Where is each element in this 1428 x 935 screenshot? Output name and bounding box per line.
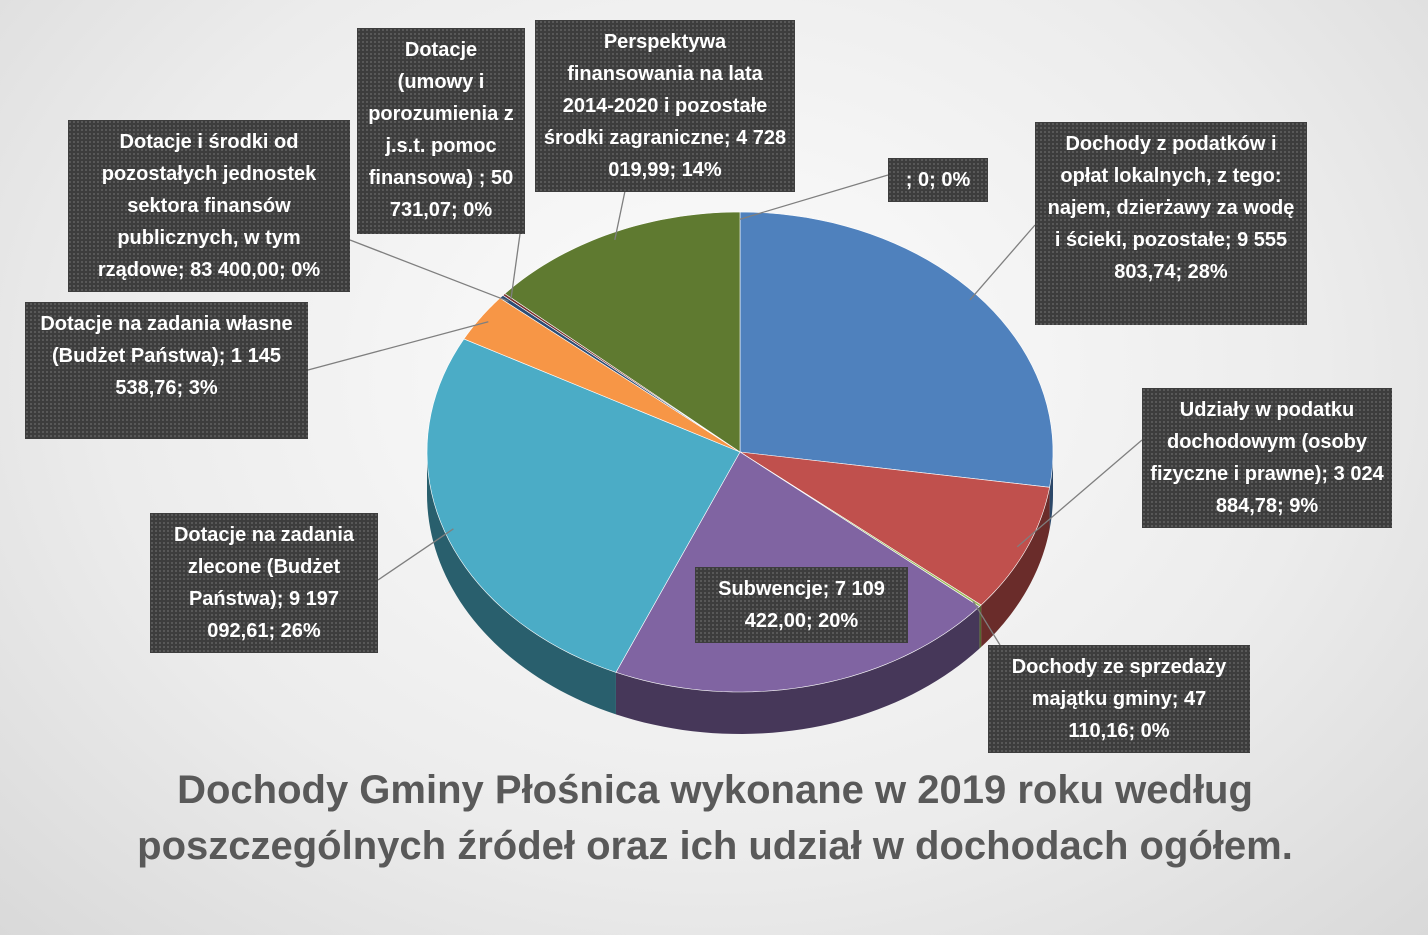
data-label: Udziały w podatku dochodowym (osoby fizy… bbox=[1142, 388, 1392, 528]
data-label: Dotacje (umowy i porozumienia z j.s.t. p… bbox=[357, 28, 525, 234]
leader-line bbox=[739, 174, 889, 220]
leader-line bbox=[377, 528, 454, 581]
slice bbox=[739, 211, 1054, 488]
data-label: Dotacje i środki od pozostałych jednoste… bbox=[68, 120, 350, 292]
slice bbox=[463, 297, 741, 453]
data-label: Dotacje na zadania własne (Budżet Państw… bbox=[25, 302, 308, 439]
data-label: Dochody z podatków i opłat lokalnych, z … bbox=[1035, 122, 1307, 325]
leader-line bbox=[972, 600, 1001, 646]
slice bbox=[504, 211, 741, 453]
chart-title: Dochody Gminy Płośnica wykonane w 2019 r… bbox=[137, 768, 1293, 868]
slice-side bbox=[615, 606, 980, 734]
leader-line bbox=[1016, 439, 1143, 548]
slice-side bbox=[981, 487, 1050, 648]
slice bbox=[426, 338, 741, 673]
slice-side bbox=[979, 605, 982, 649]
data-label: Subwencje; 7 109 422,00; 20% bbox=[695, 567, 908, 643]
slice bbox=[739, 451, 1050, 606]
data-label: Perspektywa finansowania na lata 2014-20… bbox=[535, 20, 795, 192]
leader-line bbox=[349, 239, 509, 302]
leader-line bbox=[614, 190, 626, 241]
data-label: Dochody ze sprzedaży majątku gminy; 47 1… bbox=[988, 645, 1250, 753]
data-label: Dotacje na zadania zlecone (Budżet Państ… bbox=[150, 513, 378, 653]
leader-line bbox=[510, 233, 521, 300]
leader-line bbox=[969, 224, 1036, 301]
leader-line bbox=[307, 321, 489, 371]
slice-side bbox=[427, 452, 616, 715]
data-label: ; 0; 0% bbox=[888, 158, 988, 202]
